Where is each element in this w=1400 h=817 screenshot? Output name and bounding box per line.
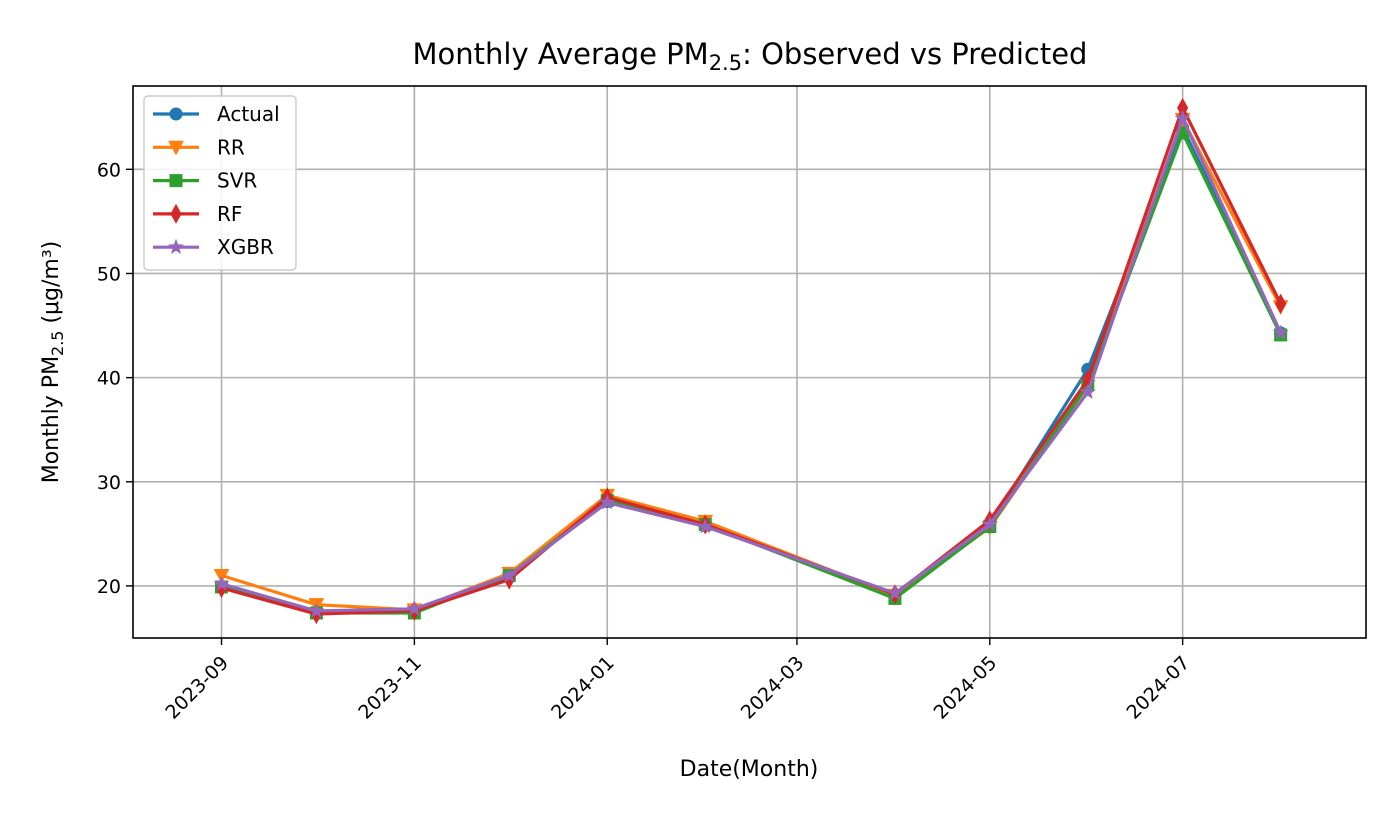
data-point-xgbr <box>599 494 616 510</box>
y-axis-label-suffix: (μg/m³) <box>39 241 64 331</box>
y-axis-label-prefix: Monthly PM <box>39 356 64 483</box>
legend-marker-xgbr <box>168 238 184 254</box>
y-tick-label: 40 <box>97 368 121 390</box>
data-point-rf <box>1275 293 1287 314</box>
legend-marker-actual <box>169 107 183 121</box>
data-point-xgbr <box>308 602 325 618</box>
legend-label-rr: RR <box>217 135 245 159</box>
chart-title-prefix: Monthly Average PM <box>413 37 709 71</box>
plot-frame <box>132 85 1367 639</box>
data-point-xgbr <box>1174 109 1191 126</box>
legend: Actual RR SVR RF XGBR <box>143 95 297 271</box>
data-point-xgbr <box>1079 383 1096 399</box>
legend-marker-rr <box>168 140 184 156</box>
data-point-xgbr <box>697 518 714 534</box>
data-point-xgbr <box>213 575 230 591</box>
y-axis-label-subscript: 2.5 <box>48 331 67 356</box>
data-point-xgbr <box>501 567 518 583</box>
legend-marker-rf <box>170 203 182 224</box>
legend-item-rf: RF <box>153 202 242 226</box>
legend-marker-svr <box>169 174 183 188</box>
y-tick-label: 50 <box>97 263 121 285</box>
data-point-xgbr <box>406 600 423 616</box>
data-point-xgbr <box>886 584 903 601</box>
chart-title-suffix: : Observed vs Predicted <box>742 37 1087 71</box>
y-tick-label: 30 <box>97 472 121 494</box>
x-axis-label: Date(Month) <box>680 757 819 782</box>
legend-item-svr: SVR <box>153 169 257 193</box>
chart-title: Monthly Average PM2.5: Observed vs Predi… <box>413 37 1088 75</box>
legend-label-rf: RF <box>217 202 242 226</box>
data-point-xgbr <box>981 516 998 532</box>
chart-title-subscript: 2.5 <box>709 51 742 75</box>
legend-label-svr: SVR <box>217 169 257 193</box>
y-tick-label: 60 <box>97 159 121 181</box>
legend-label-xgbr: XGBR <box>217 235 274 259</box>
legend-label-actual: Actual <box>217 102 280 126</box>
legend-item-actual: Actual <box>153 102 280 126</box>
legend-item-xgbr: XGBR <box>153 235 274 259</box>
series-layer <box>213 97 1289 625</box>
legend-item-rr: RR <box>153 135 245 159</box>
y-axis-label: Monthly PM2.5 (μg/m³) <box>39 241 67 484</box>
series-xgbr <box>213 109 1289 618</box>
data-point-xgbr <box>1272 324 1289 340</box>
legend-box <box>143 95 297 271</box>
y-tick-label: 20 <box>97 576 121 598</box>
